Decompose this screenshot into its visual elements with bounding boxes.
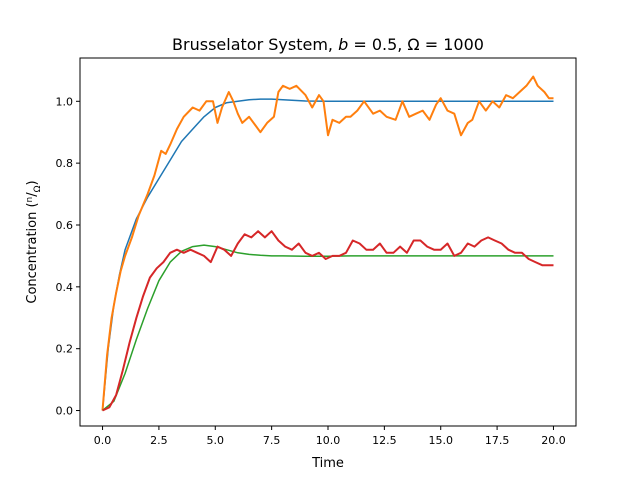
x-tick-label: 10.0 (316, 434, 341, 447)
y-tick-label: 1.0 (56, 95, 74, 108)
x-tick-label: 2.5 (150, 434, 168, 447)
y-tick-label: 0.0 (56, 405, 74, 418)
y-axis-label: Concentration (n/Ω) (25, 180, 43, 303)
y-tick-label: 0.4 (56, 281, 74, 294)
y-tick-label: 0.8 (56, 157, 74, 170)
y-tick-label: 0.2 (56, 343, 74, 356)
plot-area (101, 75, 554, 412)
x-tick-label: 15.0 (428, 434, 453, 447)
axes-frame (79, 57, 577, 427)
x-tick-label: 0.0 (94, 434, 112, 447)
axis-ticks: 0.0 2.5 5.0 7.5 10.0 12.5 15.0 17.5 20.0 0.0 0.2 0.… (56, 95, 566, 447)
series-line-3 (102, 244, 554, 412)
y-tick-label: 0.6 (56, 219, 74, 232)
x-tick-label: 17.5 (485, 434, 510, 447)
x-tick-label: 7.5 (263, 434, 281, 447)
x-tick-label: 20.0 (541, 434, 566, 447)
series-line-2 (101, 75, 554, 411)
series-line-4 (102, 230, 554, 412)
x-tick-label: 12.5 (372, 434, 397, 447)
series-line-1 (101, 98, 554, 411)
x-tick-label: 5.0 (207, 434, 225, 447)
chart-title: Brusselator System, b = 0.5, Ω = 1000 (172, 35, 484, 54)
svg-text:Concentration (n/Ω): Concentration (n/Ω) (25, 180, 43, 303)
x-axis-label: Time (311, 456, 344, 471)
